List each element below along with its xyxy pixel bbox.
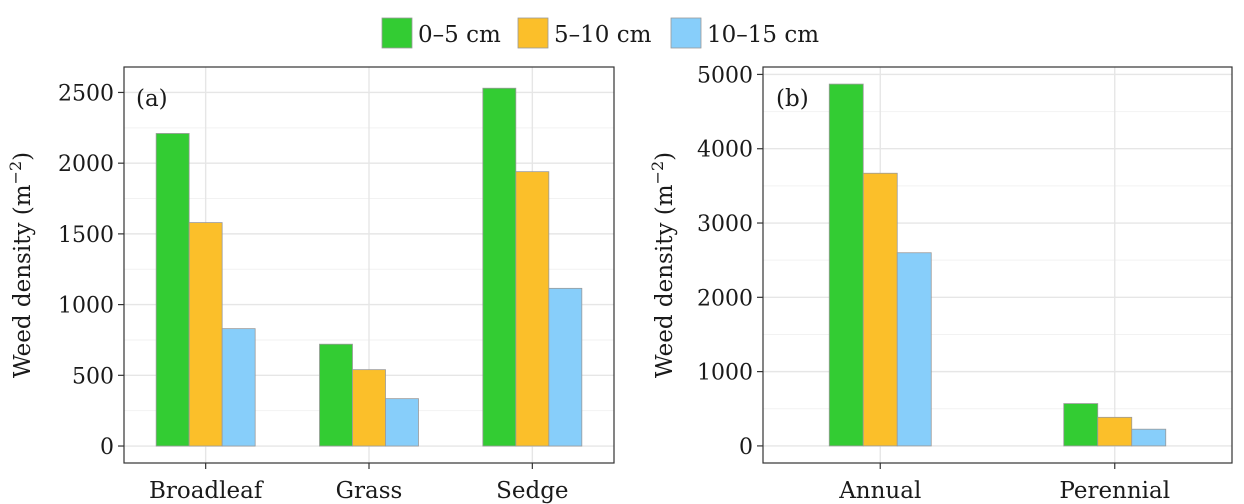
y-axis-label-sup: −2 (6, 161, 25, 185)
y-axis-label-text: Weed density (m (10, 184, 36, 378)
bar-perennial-series-2 (1097, 416, 1133, 447)
legend-swatch-3 (670, 17, 702, 49)
bar-sedge-series-1 (482, 87, 517, 447)
y-tick-label: 2000 (697, 286, 753, 311)
x-tick-label-sedge: Sedge (496, 478, 568, 504)
y-axis-label: Weed density (m−2) (648, 152, 678, 378)
y-axis-label-text: Weed density (m (652, 184, 678, 378)
bar-annual-series-1 (828, 83, 864, 447)
y-tick-label: 4000 (697, 138, 753, 163)
panel-b: 0 1000 2000 3000 4000 5000 Annual Perennial (b) W… (648, 63, 1233, 504)
bar-grass-series-2 (352, 369, 386, 447)
bar-annual-series-3 (896, 252, 932, 447)
y-tick-label: 5000 (697, 63, 753, 88)
bar-sedge-series-2 (515, 171, 550, 447)
legend: 0–5 cm 5–10 cm 10–15 cm (381, 17, 819, 49)
legend-swatch-2 (517, 17, 549, 49)
bar-grass-series-3 (385, 398, 419, 447)
bar-perennial-series-1 (1063, 403, 1099, 447)
y-tick-label: 2000 (58, 152, 114, 177)
bar-perennial-series-3 (1131, 428, 1167, 447)
y-tick-label: 2500 (58, 81, 114, 106)
bar-broadleaf-series-3 (221, 328, 256, 447)
y-tick-label: 3000 (697, 212, 753, 237)
y-axis-label-close: ) (10, 152, 36, 161)
plot-frame (762, 66, 1233, 464)
y-axis-label-close: ) (652, 152, 678, 161)
legend-label-1: 0–5 cm (418, 22, 501, 48)
bar-broadleaf-series-1 (155, 133, 190, 447)
y-tick-label: 500 (72, 364, 114, 389)
y-axis-label: Weed density (m−2) (6, 152, 36, 378)
bar-broadleaf-series-2 (188, 222, 223, 447)
y-tick-label: 1000 (697, 361, 753, 386)
y-tick-label: 1500 (58, 223, 114, 248)
x-tick-label-perennial: Perennial (1059, 478, 1170, 504)
bar-grass-series-1 (319, 343, 353, 447)
y-tick-label: 0 (739, 435, 753, 460)
panel-a: 0 500 1000 1500 2000 2500 Broadleaf Grass Sedge (… (6, 66, 615, 504)
bar-sedge-series-3 (548, 287, 583, 447)
y-axis-label-sup: −2 (648, 161, 667, 185)
y-tick-label: 0 (100, 435, 114, 460)
panel-label: (a) (136, 86, 168, 112)
y-tick-label: 1000 (58, 294, 114, 319)
bar-annual-series-2 (862, 172, 898, 447)
x-tick-label-annual: Annual (838, 478, 921, 504)
legend-swatch-1 (381, 17, 413, 49)
legend-label-2: 5–10 cm (554, 22, 652, 48)
x-tick-label-grass: Grass (336, 478, 403, 504)
legend-label-3: 10–15 cm (707, 22, 819, 48)
panel-label: (b) (776, 86, 809, 112)
x-tick-label-broadleaf: Broadleaf (149, 478, 264, 504)
